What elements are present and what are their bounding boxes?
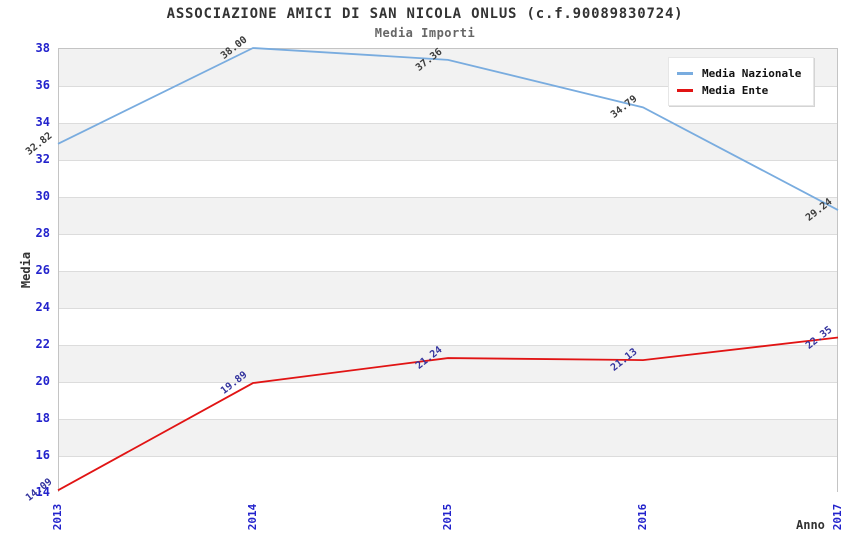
gridline (59, 308, 837, 309)
legend-line-marker (677, 89, 693, 92)
y-tick-label: 30 (35, 189, 50, 203)
x-tick-label: 2013 (51, 503, 64, 531)
plot-band (59, 456, 837, 493)
gridline (59, 123, 837, 124)
plot-band (59, 271, 837, 308)
plot-band (59, 308, 837, 345)
y-tick-label: 22 (35, 337, 50, 351)
y-tick-label: 34 (35, 115, 50, 129)
y-tick-label: 32 (35, 152, 50, 166)
y-tick-label: 28 (35, 226, 50, 240)
y-tick-label: 20 (35, 374, 50, 388)
legend-item: Media Nazionale (677, 66, 805, 81)
x-tick-label: 2014 (246, 503, 259, 531)
gridline (59, 456, 837, 457)
y-axis-title: Media (19, 251, 33, 289)
chart-subtitle: Media Importi (374, 26, 476, 40)
plot-band (59, 160, 837, 197)
legend-line-marker (677, 72, 693, 75)
legend-label: Media Ente (702, 84, 769, 97)
gridline (59, 382, 837, 383)
x-tick-label: 2016 (636, 503, 649, 531)
chart-title: ASSOCIAZIONE AMICI DI SAN NICOLA ONLUS (… (166, 6, 684, 22)
gridline (59, 271, 837, 272)
plot-band (59, 197, 837, 234)
x-axis-title: Anno (796, 518, 825, 532)
plot-band (59, 419, 837, 456)
y-tick-label: 18 (35, 411, 50, 425)
y-tick-label: 26 (35, 263, 50, 277)
legend-item: Media Ente (677, 83, 805, 98)
gridline (59, 234, 837, 235)
y-tick-label: 38 (35, 41, 50, 55)
y-tick-label: 14 (35, 485, 50, 499)
plot-band (59, 234, 837, 271)
x-tick-label: 2015 (441, 503, 454, 531)
plot-band (59, 123, 837, 160)
gridline (59, 197, 837, 198)
y-tick-label: 16 (35, 448, 50, 462)
plot-band (59, 382, 837, 419)
plot-area (58, 48, 838, 493)
legend-label: Media Nazionale (702, 67, 802, 80)
legend: Media Nazionale Media Ente (668, 57, 814, 106)
data-point-label: 14.09 (23, 476, 55, 505)
gridline (59, 160, 837, 161)
y-tick-label: 36 (35, 78, 50, 92)
gridline (59, 419, 837, 420)
plot-band (59, 345, 837, 382)
gridline (59, 345, 837, 346)
y-tick-label: 24 (35, 300, 50, 314)
